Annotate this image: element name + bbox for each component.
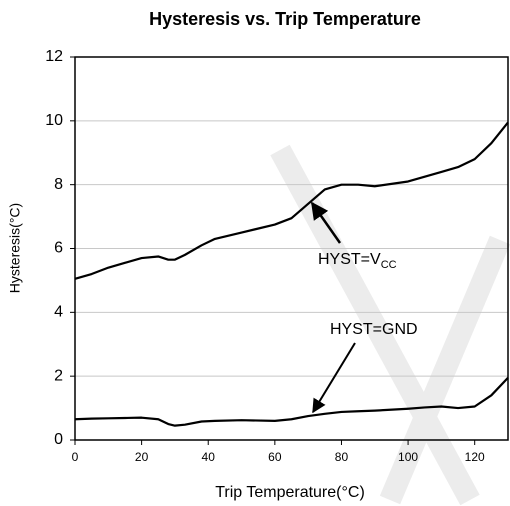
x-tick-label: 80 [335, 450, 349, 464]
annotation-text: HYST=V [318, 251, 381, 268]
chart-title: Hysteresis vs. Trip Temperature [149, 9, 421, 29]
x-axis-label: Trip Temperature(°C) [215, 484, 365, 501]
y-tick-label: 8 [54, 176, 63, 193]
y-tick-label: 0 [54, 431, 63, 448]
y-tick-label: 4 [54, 304, 63, 321]
x-tick-label: 40 [202, 450, 216, 464]
annotation-arrow [312, 342, 356, 414]
x-tick-label: 0 [72, 450, 79, 464]
y-tick-label: 2 [54, 367, 63, 384]
annotation: HYST=GND [330, 321, 418, 338]
x-tick-label: 120 [465, 450, 485, 464]
x-tick-label: 100 [398, 450, 418, 464]
annotation-subscript: CC [381, 259, 397, 271]
annotation-arrow [310, 201, 342, 244]
annotation: HYST=VCC [318, 251, 397, 271]
x-tick-label: 20 [135, 450, 149, 464]
y-tick-label: 10 [45, 112, 63, 129]
data-line [74, 377, 509, 427]
x-tick-label: 60 [268, 450, 282, 464]
y-axis-label: Hysteresis(°C) [7, 203, 23, 293]
y-tick-label: 12 [45, 48, 63, 65]
plot-frame [74, 56, 509, 441]
y-tick-label: 6 [54, 240, 63, 257]
data-line [74, 121, 509, 280]
